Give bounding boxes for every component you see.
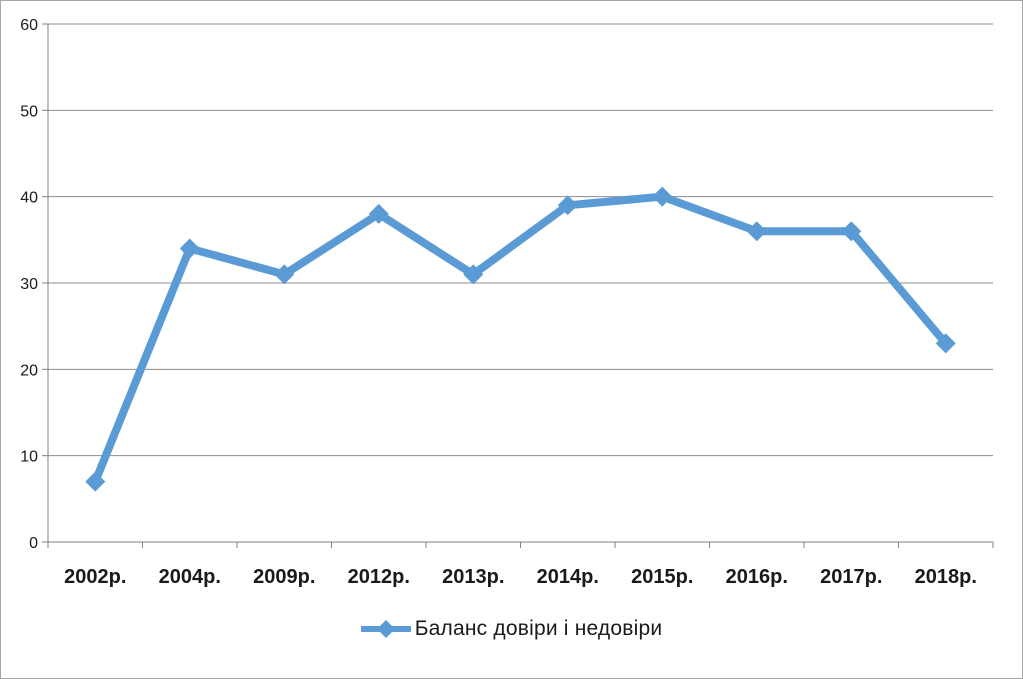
y-tick-label: 10 <box>20 449 38 466</box>
x-category-label: 2009р. <box>253 566 315 588</box>
x-category-label: 2002р. <box>64 566 126 588</box>
x-category-label: 2012р. <box>348 566 410 588</box>
data-point-marker <box>179 238 200 259</box>
legend-line-marker-icon <box>360 620 411 638</box>
x-category-label: 2016р. <box>726 566 788 588</box>
x-category-label: 2014р. <box>537 566 599 588</box>
legend-label: Баланс довіри і недовіри <box>414 617 663 640</box>
data-point-marker <box>652 186 673 207</box>
x-category-label: 2004р. <box>159 566 221 588</box>
data-point-marker <box>463 264 484 285</box>
x-category-label: 2017р. <box>820 566 882 588</box>
data-point-marker <box>746 221 767 242</box>
y-tick-label: 60 <box>20 17 38 34</box>
y-tick-label: 20 <box>20 362 38 379</box>
chart-legend: Баланс довіри і недовіри <box>1 607 1022 651</box>
y-tick-label: 0 <box>29 535 38 552</box>
data-point-marker <box>274 264 295 285</box>
data-series-line <box>91 192 950 486</box>
y-tick-label: 40 <box>20 190 38 207</box>
data-point-marker <box>85 471 106 492</box>
x-category-label: 2015р. <box>631 566 693 588</box>
data-point-marker <box>841 221 862 242</box>
x-category-label: 2013р. <box>442 566 504 588</box>
data-point-marker <box>935 333 956 354</box>
x-category-label: 2018р. <box>915 566 977 588</box>
data-point-marker <box>368 203 389 224</box>
y-tick-label: 50 <box>20 103 38 120</box>
chart-plot-area: 0 10 20 30 40 50 60 2002р. 2004р. 2009р. 2012р. 201… <box>20 17 994 588</box>
data-point-marker <box>557 195 578 216</box>
y-tick-label: 30 <box>20 276 38 293</box>
